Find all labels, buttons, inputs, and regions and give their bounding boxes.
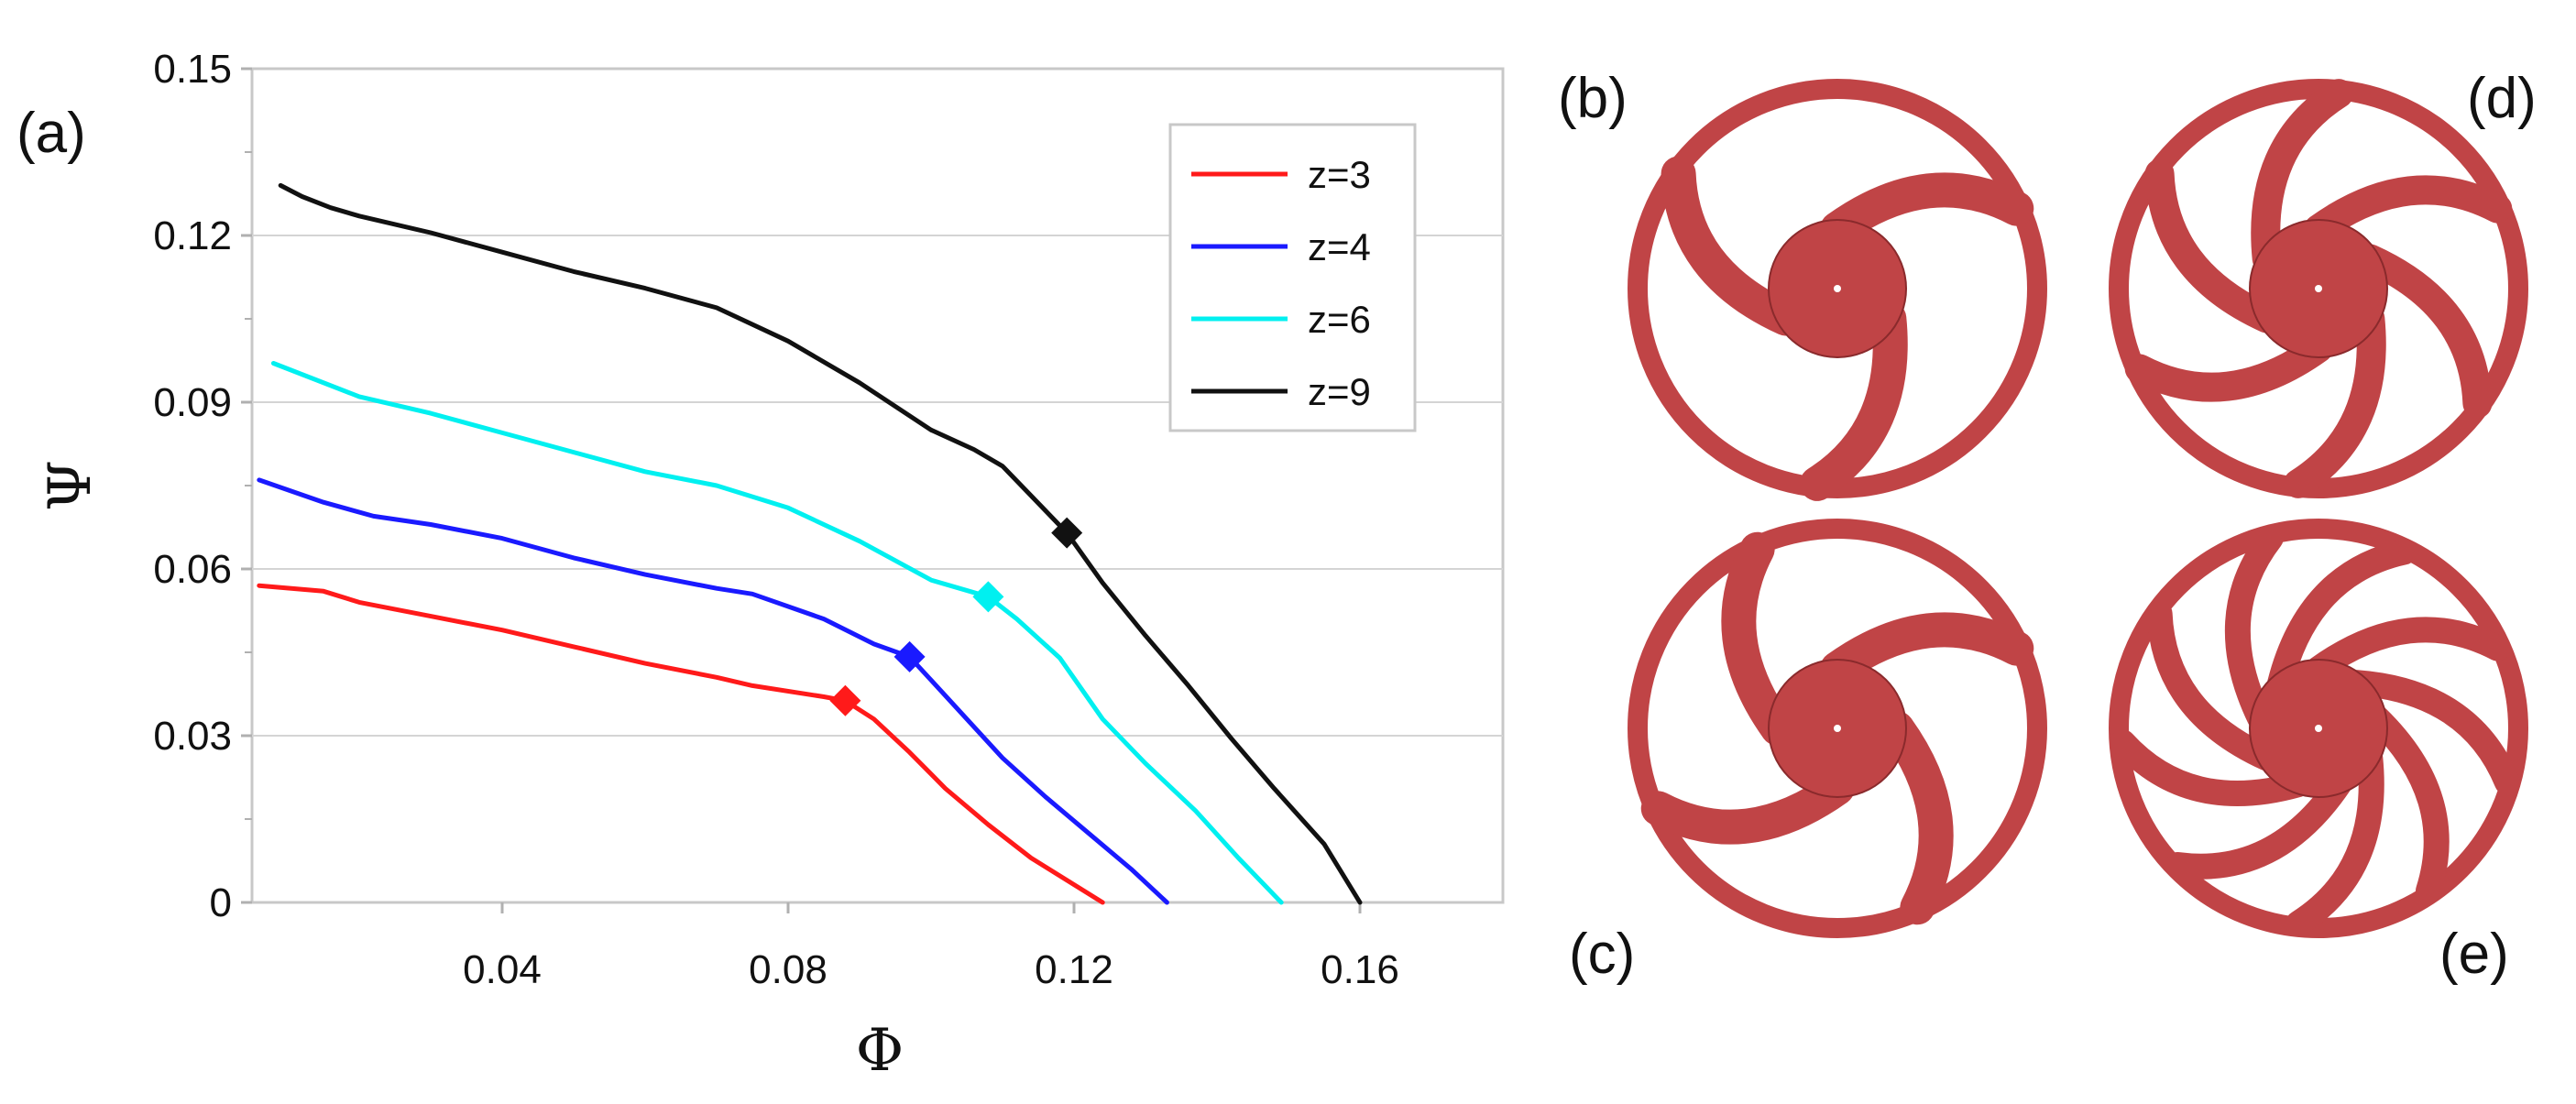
panel-label-a: (a)	[16, 102, 86, 165]
x-axis-label: Φ	[856, 1017, 904, 1085]
impeller-blade	[1721, 531, 1795, 746]
impeller-6-blades	[2109, 79, 2528, 498]
y-tick-label: 0.09	[153, 380, 232, 425]
series-line-z=4	[257, 477, 1169, 905]
impeller-blade	[1661, 156, 1803, 336]
impeller-9-blades	[2109, 519, 2528, 938]
impeller-shaft	[2315, 725, 2322, 732]
impeller-blade	[1820, 172, 2034, 246]
impeller-3-blades	[1628, 79, 2047, 501]
impeller-blade	[2110, 729, 2311, 806]
impeller-rim	[1628, 519, 2047, 938]
impeller-shaft	[1834, 725, 1841, 732]
series-marker-z=4	[893, 640, 926, 672]
legend-label-z=6: z=6	[1308, 298, 1371, 341]
series-marker-z=6	[972, 581, 1004, 613]
y-tick-label: 0.03	[153, 714, 232, 759]
impeller-blade	[1640, 771, 1855, 845]
legend-label-z=3: z=3	[1308, 153, 1371, 196]
legend-box	[1168, 123, 1417, 432]
series-marker-z=3	[829, 684, 861, 716]
impeller-4-blades	[1628, 519, 2047, 938]
x-axis-ticks: 0.04 0.08 0.12 0.16	[463, 902, 1399, 992]
series-marker-z=9	[1051, 517, 1083, 549]
gridlines	[252, 235, 1503, 737]
series-line-z=3	[257, 583, 1105, 905]
y-tick-label: 0.06	[153, 547, 232, 592]
impeller-blade	[1800, 301, 1908, 501]
panel-label-b: (b)	[1558, 67, 1628, 130]
impeller-blade	[2144, 158, 2282, 333]
y-tick-label: 0.12	[153, 213, 232, 258]
legend-label-z=4: z=4	[1308, 225, 1371, 268]
series-markers	[829, 517, 1083, 716]
impeller-blade	[2251, 79, 2353, 274]
x-tick-label: 0.16	[1321, 947, 1399, 992]
panel-label-c: (c)	[1569, 923, 1635, 986]
impeller-blade	[2306, 617, 2511, 682]
x-tick-label: 0.12	[1035, 947, 1113, 992]
impeller-shaft	[2315, 285, 2322, 292]
impeller-blade	[1820, 612, 2034, 686]
y-tick-label: 0.15	[153, 47, 232, 92]
impeller-blade	[2267, 539, 2417, 696]
panel-label-e: (e)	[2439, 923, 2509, 986]
y-tick-label: 0	[210, 880, 232, 925]
panel-label-d: (d)	[2467, 67, 2537, 130]
impeller-blade	[2355, 244, 2493, 419]
impeller-blade	[2364, 705, 2450, 904]
y-axis-label: Ψ	[37, 460, 104, 511]
impeller-shaft	[1834, 285, 1841, 292]
impeller-blade	[2146, 600, 2280, 771]
impeller-blade	[2124, 333, 2333, 402]
impeller-rim	[2109, 519, 2528, 938]
series-line-z=6	[270, 361, 1284, 905]
impeller-blade	[2286, 745, 2384, 936]
x-tick-label: 0.04	[463, 947, 542, 992]
legend-label-z=9: z=9	[1308, 370, 1371, 413]
impeller-blade	[1880, 711, 1954, 925]
y-axis-ticks: 0 0.03 0.06 0.09 0.12 0.15	[153, 47, 252, 925]
y-minor-ticks	[245, 151, 252, 820]
impeller-rim	[2109, 79, 2528, 498]
impeller-blade	[2165, 771, 2352, 880]
impeller-blade	[2304, 175, 2513, 244]
impeller-blade	[2343, 670, 2520, 795]
series-line-z=9	[278, 182, 1363, 905]
impeller-blade	[2284, 303, 2386, 498]
x-tick-label: 0.08	[749, 947, 828, 992]
legend: z=3 z=4 z=6 z=9	[1168, 123, 1417, 432]
impeller-blade	[2224, 525, 2284, 731]
series-lines	[257, 182, 1363, 905]
